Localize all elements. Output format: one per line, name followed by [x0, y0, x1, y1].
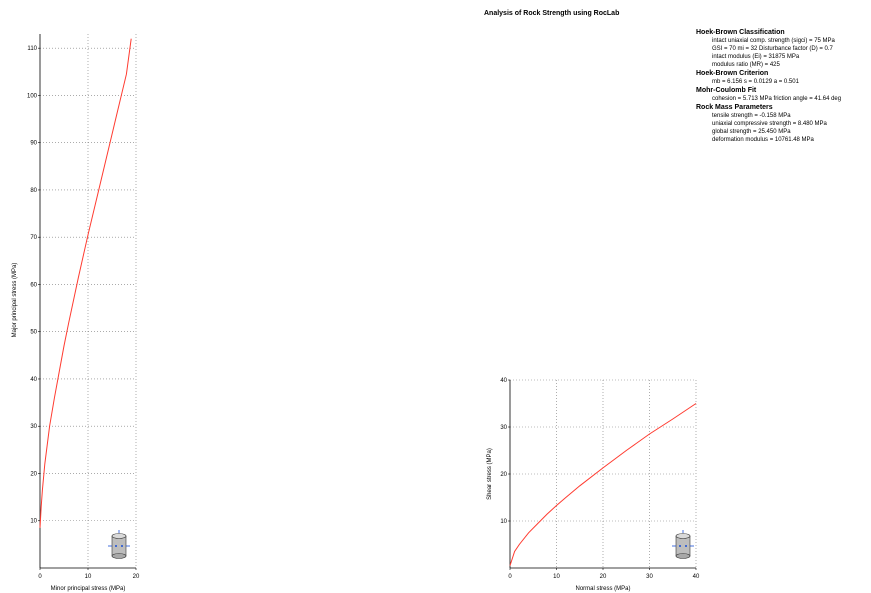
- y-tick-label: 40: [500, 378, 507, 384]
- triaxial-cylinder-icon: [108, 530, 130, 559]
- info-section-hoek-brown-criterion: Hoek-Brown Criterion mb = 6.156 s = 0.01…: [696, 69, 841, 86]
- x-tick-label: 0: [508, 574, 512, 580]
- section-title: Rock Mass Parameters: [696, 104, 773, 111]
- info-section-rock-mass-parameters: Rock Mass Parameters tensile strength = …: [696, 103, 841, 144]
- section-title: Hoek-Brown Criterion: [696, 70, 769, 77]
- info-line: mb = 6.156 s = 0.0129 a = 0.501: [712, 79, 799, 85]
- info-line: tensile strength = -0.158 MPa: [712, 113, 791, 119]
- strength-envelope-line: [39, 38, 132, 528]
- y-tick-label: 20: [30, 471, 37, 477]
- y-tick-label: 70: [30, 235, 37, 241]
- x-tick-label: 20: [133, 574, 140, 580]
- y-tick-label: 110: [27, 46, 37, 52]
- y-tick-label: 10: [500, 519, 507, 525]
- y-tick-label: 80: [30, 188, 37, 194]
- x-tick-label: 20: [600, 574, 607, 580]
- y-tick-label: 30: [30, 424, 37, 430]
- x-tick-label: 10: [553, 574, 560, 580]
- section-title: Mohr-Coulomb Fit: [696, 87, 757, 94]
- y-tick-label: 90: [30, 141, 37, 147]
- x-tick-label: 30: [646, 574, 653, 580]
- info-line: modulus ratio (MR) = 425: [712, 62, 780, 68]
- info-panel: Hoek-Brown Classification intact uniaxia…: [696, 28, 841, 144]
- x-tick-label: 0: [38, 574, 42, 580]
- info-line: global strength = 25.450 MPa: [712, 129, 791, 135]
- y-tick-label: 30: [500, 425, 507, 431]
- info-line: intact uniaxial comp. strength (sigci) =…: [712, 38, 835, 44]
- info-line: uniaxial compressive strength = 8.480 MP…: [712, 121, 827, 127]
- y-tick-label: 10: [30, 519, 37, 525]
- x-axis-label: Normal stress (MPa): [575, 586, 630, 592]
- y-tick-label: 40: [30, 377, 37, 383]
- shear-cylinder-icon: [672, 530, 694, 559]
- y-axis-label: Major principal stress (MPa): [12, 263, 18, 338]
- x-tick-label: 40: [693, 574, 700, 580]
- y-tick-label: 50: [30, 330, 37, 336]
- info-line: GSI = 70 mi = 32 Disturbance factor (D) …: [712, 46, 833, 52]
- info-line: intact modulus (Ei) = 31875 MPa: [712, 54, 800, 60]
- info-section-mohr-coulomb-fit: Mohr-Coulomb Fit cohesion = 5.713 MPa fr…: [696, 86, 841, 103]
- info-line: cohesion = 5.713 MPa friction angle = 41…: [712, 96, 842, 102]
- y-axis-label: Shear stress (MPa): [487, 448, 493, 500]
- section-title: Hoek-Brown Classification: [696, 29, 785, 36]
- info-section-hoek-brown-classification: Hoek-Brown Classification intact uniaxia…: [696, 28, 841, 69]
- x-axis-label: Minor principal stress (MPa): [51, 586, 126, 592]
- y-tick-label: 60: [30, 282, 37, 288]
- strength-envelope-line: [509, 403, 697, 566]
- info-line: deformation modulus = 10761.48 MPa: [712, 137, 814, 143]
- y-tick-label: 100: [27, 93, 38, 99]
- page-title: Analysis of Rock Strength using RocLab: [484, 10, 620, 17]
- x-tick-label: 10: [85, 574, 92, 580]
- y-tick-label: 20: [500, 472, 507, 478]
